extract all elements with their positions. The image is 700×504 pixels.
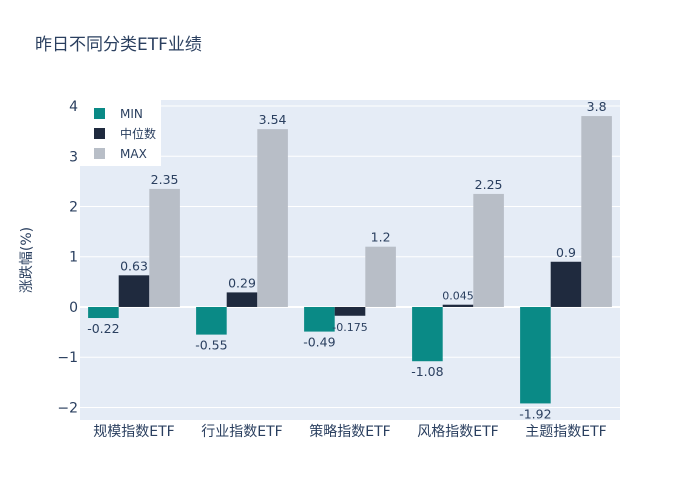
data-label: 0.9 xyxy=(556,245,576,260)
y-tick-label: 1 xyxy=(69,250,78,266)
bar-MIN xyxy=(304,306,335,332)
data-label: -1.92 xyxy=(519,406,551,421)
bar-中位数 xyxy=(334,306,366,316)
bar-MAX xyxy=(149,188,180,307)
legend-label: 中位数 xyxy=(120,126,156,141)
x-tick-label: 风格指数ETF xyxy=(417,424,498,440)
data-label: -0.22 xyxy=(87,321,119,336)
legend-label: MAX xyxy=(120,147,147,161)
bar-MIN xyxy=(88,306,119,319)
y-axis-label: 涨跌幅(%) xyxy=(19,227,35,293)
data-label: 2.25 xyxy=(475,177,503,192)
y-tick-label: 0 xyxy=(69,300,78,316)
data-label: 0.29 xyxy=(228,275,256,290)
bar-MAX xyxy=(365,246,396,307)
x-tick-label: 策略指数ETF xyxy=(309,423,390,440)
chart-title: 昨日不同分类ETF业绩 xyxy=(35,35,202,55)
x-tick-label: 规模指数ETF xyxy=(93,424,174,440)
x-tick-label: 主题指数ETF xyxy=(525,424,606,440)
bar-中位数 xyxy=(442,304,474,307)
bar-中位数 xyxy=(118,275,150,307)
data-label: 1.2 xyxy=(371,230,391,245)
bar-MAX xyxy=(581,116,612,307)
data-label: -0.55 xyxy=(195,338,227,353)
y-tick-label: 4 xyxy=(69,99,78,115)
data-label: 2.35 xyxy=(151,172,179,187)
y-tick-label: −1 xyxy=(57,350,78,366)
data-label: -1.08 xyxy=(411,364,443,379)
data-label: 0.63 xyxy=(120,258,148,273)
data-label: 0.045 xyxy=(442,290,474,303)
data-label: 3.54 xyxy=(259,112,287,127)
legend: MIN 中位数 MAX xyxy=(80,100,161,166)
bar-MAX xyxy=(473,193,504,307)
y-tick-label: −2 xyxy=(57,400,78,416)
bar-MAX xyxy=(257,129,288,307)
data-label: 3.8 xyxy=(587,99,607,114)
y-tick-label: 2 xyxy=(69,199,78,215)
legend-background xyxy=(80,100,161,166)
legend-swatch-MIN xyxy=(94,108,105,119)
bar-MIN xyxy=(412,306,443,362)
data-label: -0.49 xyxy=(303,335,335,350)
x-tick-label: 行业指数ETF xyxy=(201,424,282,440)
bar-中位数 xyxy=(550,261,582,307)
bar-中位数 xyxy=(226,292,258,307)
legend-swatch-中位数 xyxy=(94,128,105,139)
legend-label: MIN xyxy=(120,107,143,121)
bar-MIN xyxy=(520,306,551,404)
legend-swatch-MAX xyxy=(94,148,105,159)
bar-MIN xyxy=(196,306,227,335)
data-label: -0.175 xyxy=(332,321,367,334)
y-tick-label: 3 xyxy=(69,149,78,165)
